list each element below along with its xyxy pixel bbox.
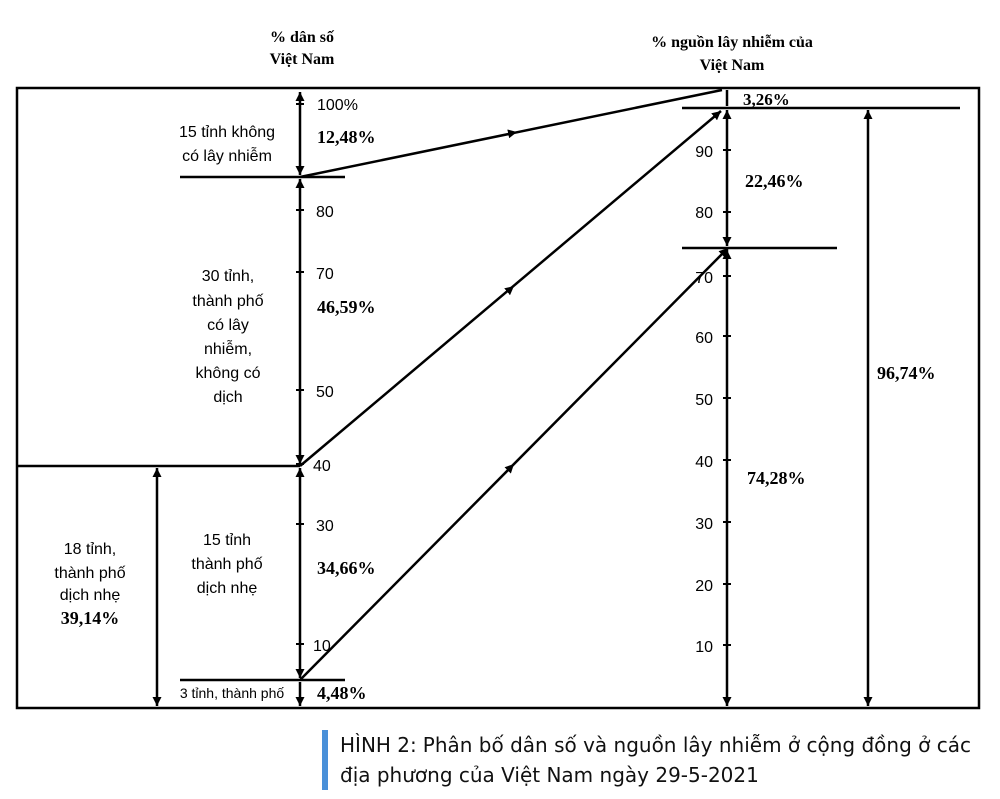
group-pct: 39,14%	[61, 608, 120, 628]
group-label-line2: thành phố	[54, 565, 125, 582]
right-tick-label-70: 70	[695, 270, 713, 287]
left-segment-2-label-line5: không có	[196, 365, 261, 382]
right-tick-label-10: 10	[695, 639, 713, 656]
left-segment-2-label-line1: 30 tỉnh,	[202, 268, 254, 285]
left-segment-3-label-line1: 15 tỉnh	[203, 532, 251, 549]
right-tick-label-40: 40	[695, 454, 713, 471]
right-segment-2-pct: 22,46%	[745, 171, 804, 191]
left-segment-2-label-line6: dịch	[213, 389, 242, 406]
right-tick-label-30: 30	[695, 516, 713, 533]
left-tick-label-40: 40	[313, 458, 331, 475]
right-tick-label-50: 50	[695, 392, 713, 409]
left-tick-label-100: 100%	[317, 97, 358, 114]
left-tick-label-80: 80	[316, 204, 334, 221]
left-segment-2-label-line3: có lây	[207, 317, 249, 334]
left-segment-2-pct: 46,59%	[317, 297, 376, 317]
left-segment-1-pct: 12,48%	[317, 127, 376, 147]
left-segment-4-label: 3 tỉnh, thành phố	[180, 685, 285, 701]
left-tick-label-70: 70	[316, 266, 334, 283]
right-tick-label-20: 20	[695, 578, 713, 595]
right-segment-3-pct: 74,28%	[747, 468, 806, 488]
left-segment-2-label-line2: thành phố	[192, 293, 263, 310]
caption-label: HÌNH 2:	[340, 733, 417, 757]
right-total-pct: 96,74%	[877, 363, 936, 383]
right-tick-marks	[723, 149, 731, 646]
figure-caption: HÌNH 2: Phân bố dân số và nguồn lây nhiễm…	[322, 730, 1000, 790]
left-segment-1-label-line1: 15 tỉnh không	[179, 124, 275, 141]
left-tick-label-10: 10	[313, 638, 331, 655]
left-segment-3-pct: 34,66%	[317, 558, 376, 578]
left-tick-label-30: 30	[316, 518, 334, 535]
group-label-line1: 18 tỉnh,	[64, 541, 116, 558]
left-segment-2-label-line4: nhiễm,	[204, 339, 252, 358]
population-infection-diagram: % dân số Việt Nam % nguồn lây nhiễm của …	[15, 29, 981, 710]
right-tick-label-80: 80	[695, 205, 713, 222]
right-segment-1-pct: 3,26%	[743, 90, 790, 109]
left-segment-4-pct: 4,48%	[317, 683, 367, 703]
left-axis-title-line2: Việt Nam	[270, 51, 335, 68]
right-tick-label-60: 60	[695, 330, 713, 347]
left-axis-title-line1: % dân số	[270, 29, 335, 46]
diagram-frame	[15, 86, 981, 710]
right-tick-label-90: 90	[695, 144, 713, 161]
caption-line1: HÌNH 2: Phân bố dân số và nguồn lây nhiễm…	[340, 730, 1000, 760]
right-axis-title-line1: % nguồn lây nhiễm của	[651, 34, 813, 51]
right-axis-title-line2: Việt Nam	[700, 57, 765, 74]
caption-line2: địa phương của Việt Nam ngày 29-5-2021	[340, 763, 759, 787]
caption-line1-text: Phân bố dân số và nguồn lây nhiễm ở cộng…	[422, 733, 971, 757]
left-segment-3-label-line3: dịch nhẹ	[197, 580, 258, 597]
left-tick-label-50: 50	[316, 384, 334, 401]
left-segment-3-label-line2: thành phố	[191, 556, 262, 573]
left-segment-1-label-line2: có lây nhiễm	[182, 146, 272, 165]
connector-3-line	[299, 247, 729, 681]
group-label-line3: dịch nhẹ	[60, 587, 121, 604]
